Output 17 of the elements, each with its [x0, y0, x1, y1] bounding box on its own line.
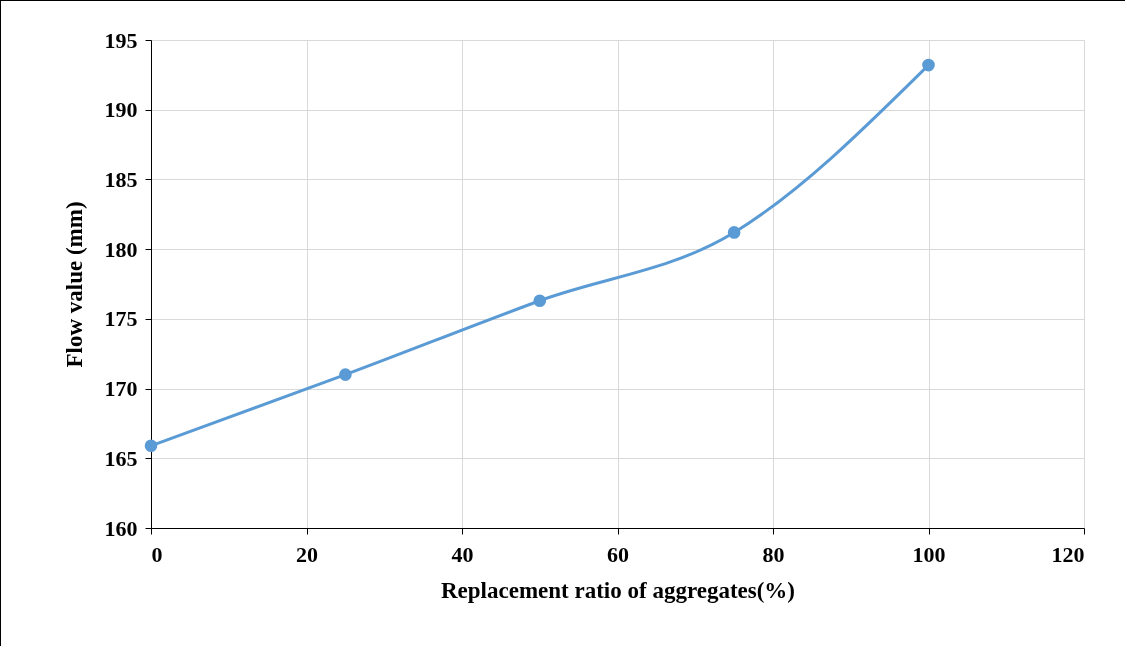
y-tick-label: 185 — [104, 166, 138, 192]
x-tick-label: 120 — [1051, 541, 1085, 567]
x-tick-label: 40 — [451, 541, 474, 567]
y-tick-label: 160 — [104, 515, 138, 541]
x-tick-label: 80 — [762, 541, 785, 567]
y-tick-label: 165 — [104, 445, 138, 471]
y-tick-label: 175 — [104, 306, 138, 332]
y-tick-label: 170 — [104, 376, 138, 402]
y-tick-label: 190 — [104, 97, 138, 123]
x-tick-label: 0 — [151, 541, 163, 567]
y-tick-label: 180 — [104, 236, 138, 262]
x-tick-label: 20 — [296, 541, 318, 567]
y-tick-label: 195 — [104, 27, 138, 53]
x-axis-title: Replacement ratio of aggregates(%) — [440, 577, 796, 603]
x-tick-label: 100 — [912, 541, 946, 567]
y-axis-title: Flow value (mm) — [61, 201, 87, 368]
x-tick-label: 60 — [607, 541, 629, 567]
